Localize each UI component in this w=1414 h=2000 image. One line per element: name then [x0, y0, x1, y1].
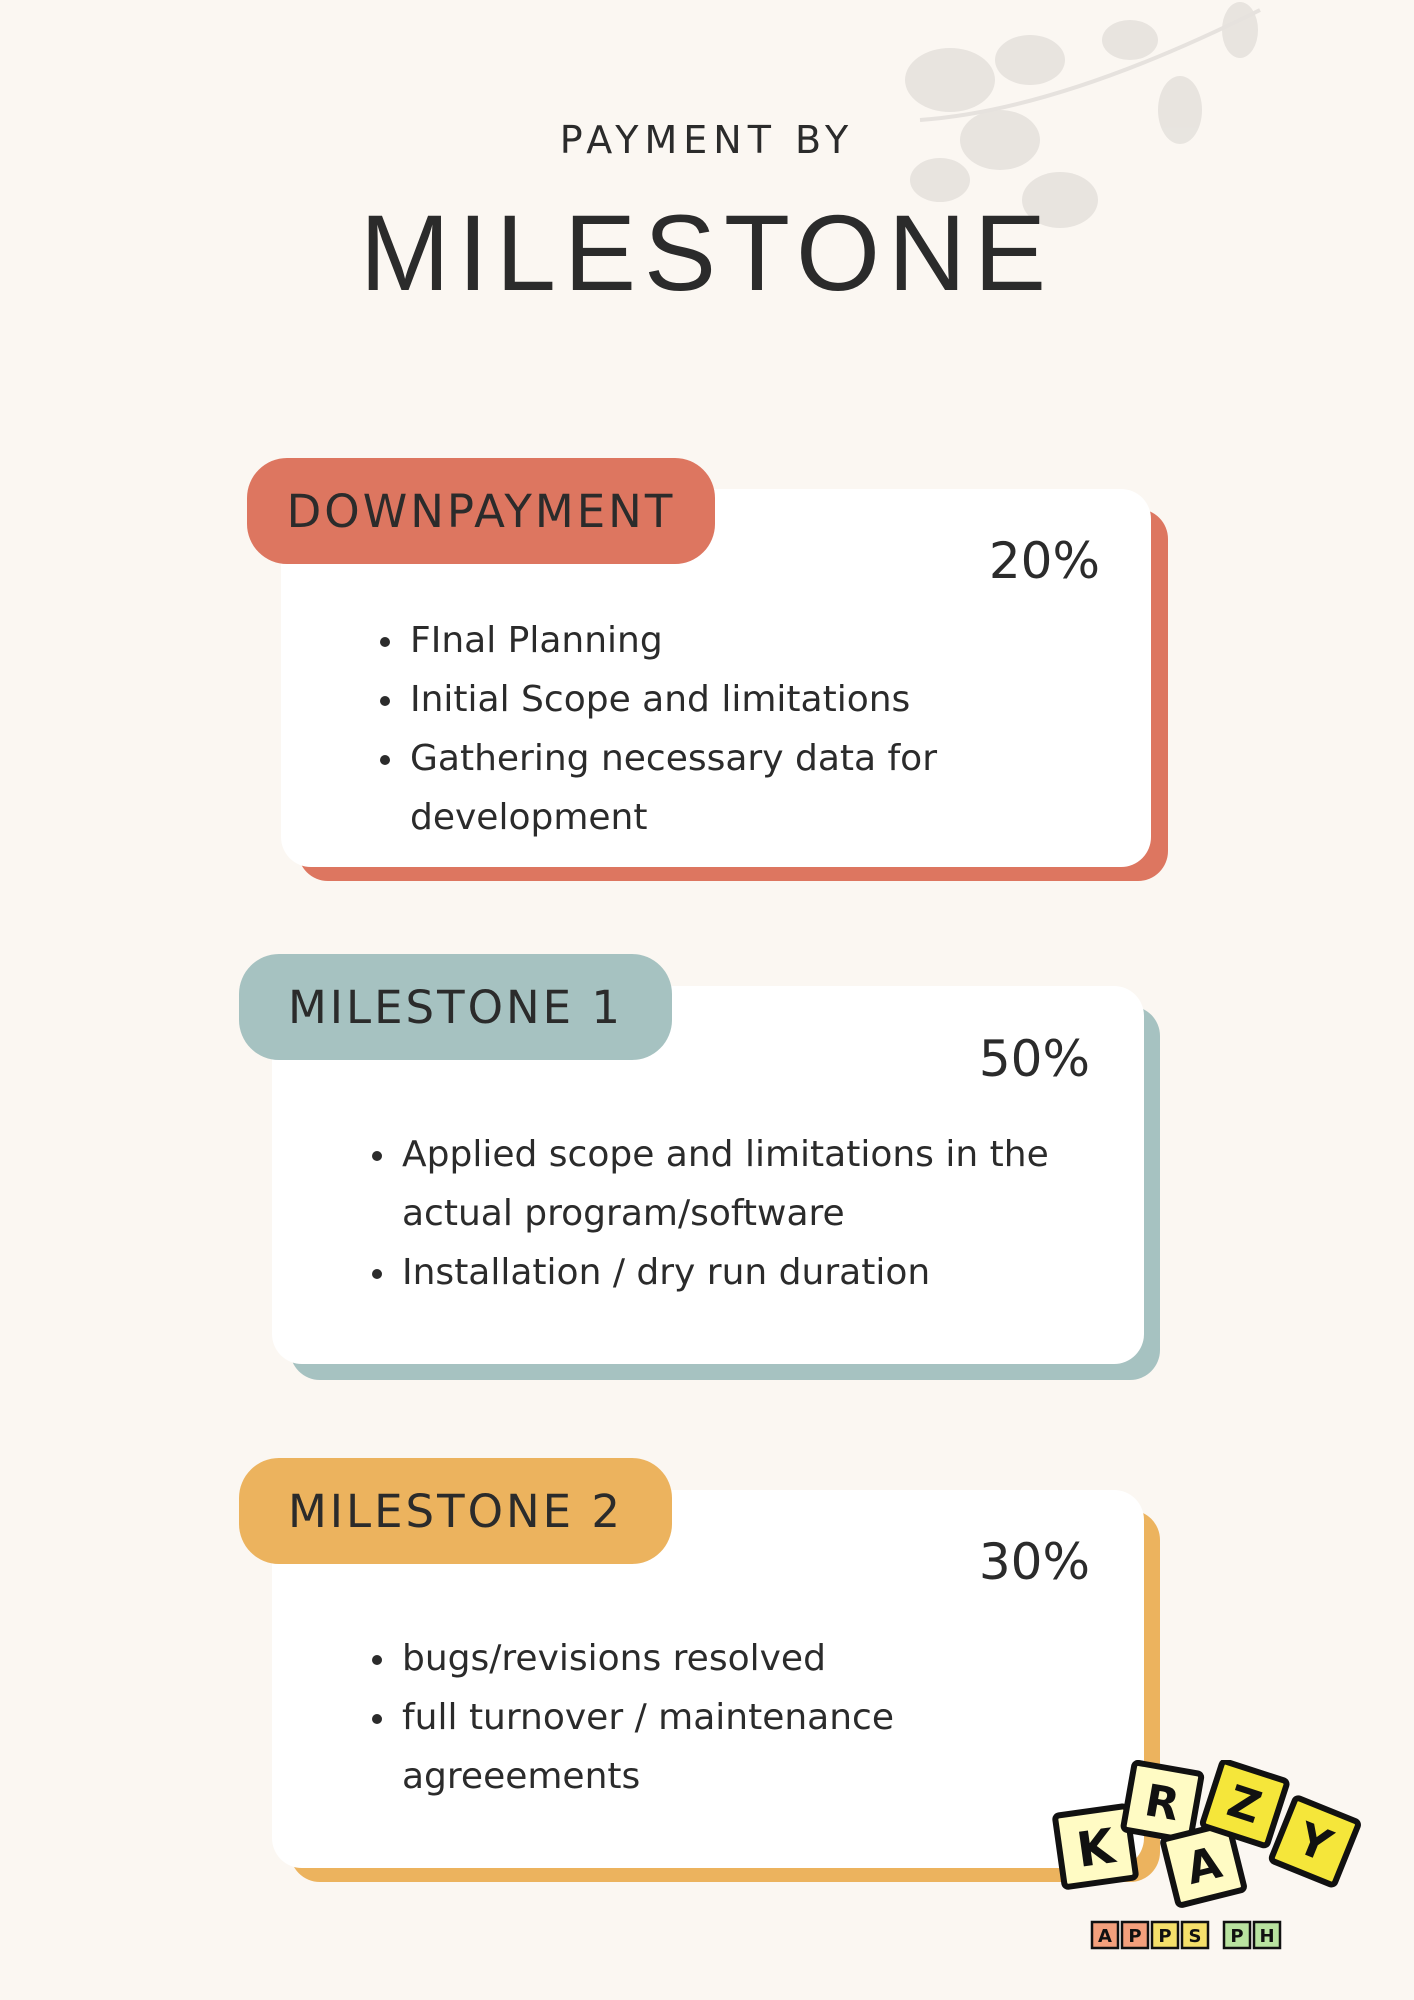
- page-subtitle: PAYMENT BY: [559, 118, 855, 162]
- list-item: FInal Planning: [380, 611, 1050, 670]
- svg-text:H: H: [1259, 1926, 1274, 1947]
- milestone-points: FInal Planning Initial Scope and limitat…: [372, 611, 1050, 847]
- leaf-shadow-decoration: [905, 2, 1261, 228]
- list-item: bugs/revisions resolved: [372, 1629, 1042, 1688]
- milestone-points: Applied scope and limitations in the act…: [364, 1125, 1142, 1302]
- milestone-tag: DOWNPAYMENT: [247, 458, 715, 564]
- milestone-percent: 30%: [978, 1533, 1090, 1591]
- list-item: Applied scope and limitations in the act…: [372, 1125, 1142, 1243]
- list-item: Gathering necessary data for development: [380, 729, 1050, 847]
- list-item: full turnover / maintenance agreeements: [372, 1688, 1042, 1806]
- milestone-points: bugs/revisions resolved full turnover / …: [364, 1629, 1042, 1806]
- svg-text:P: P: [1128, 1926, 1141, 1947]
- milestone-percent: 20%: [988, 532, 1100, 590]
- page-title: MILESTONE: [359, 192, 1055, 313]
- milestone-percent: 50%: [978, 1030, 1090, 1088]
- krazy-apps-logo: K R A Z Y A P P S: [1052, 1760, 1361, 1950]
- svg-text:P: P: [1158, 1926, 1171, 1947]
- svg-text:S: S: [1189, 1926, 1202, 1947]
- milestone-tag: MILESTONE 2: [239, 1458, 672, 1564]
- svg-text:P: P: [1230, 1926, 1243, 1947]
- milestone-tag: MILESTONE 1: [239, 954, 672, 1060]
- list-item: Installation / dry run duration: [372, 1243, 1142, 1302]
- list-item: Initial Scope and limitations: [380, 670, 1050, 729]
- svg-text:A: A: [1098, 1926, 1112, 1947]
